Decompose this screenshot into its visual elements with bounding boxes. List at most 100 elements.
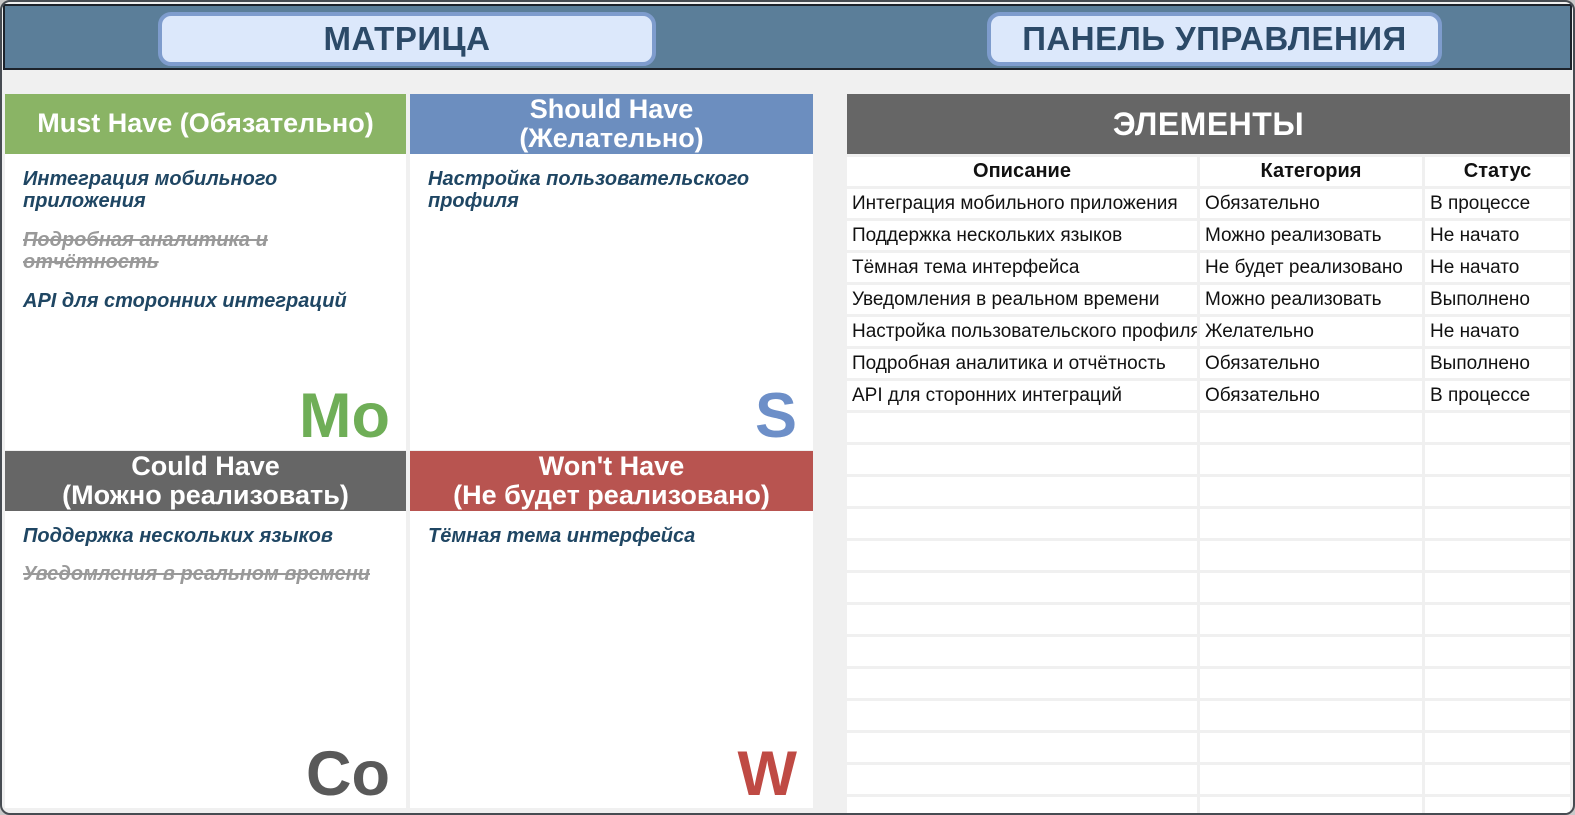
status-cell[interactable] xyxy=(1425,669,1570,698)
matrix-item[interactable]: Подробная аналитика и отчётность xyxy=(23,228,268,274)
category-cell[interactable] xyxy=(1200,733,1422,762)
elements-panel-title-label: ЭЛЕМЕНТЫ xyxy=(1112,105,1305,142)
quadrant-letter-co: Co xyxy=(306,739,390,808)
quadrant-title-line: Won't Have xyxy=(538,451,685,481)
status-cell[interactable] xyxy=(1425,445,1570,474)
quadrant-should-have-items: Настройка пользовательского профиля xyxy=(410,154,813,227)
category-cell[interactable] xyxy=(1200,477,1422,506)
description-cell[interactable]: API для сторонних интеграций xyxy=(847,381,1197,410)
column-header-description: Описание xyxy=(847,157,1197,186)
quadrant-must-have-header: Must Have (Обязательно) xyxy=(5,94,406,154)
status-cell[interactable]: Выполнено xyxy=(1425,349,1570,378)
description-cell[interactable]: Подробная аналитика и отчётность xyxy=(847,349,1197,378)
matrix-item[interactable]: Настройка пользовательского профиля xyxy=(428,168,750,213)
control-panel-title-label: ПАНЕЛЬ УПРАВЛЕНИЯ xyxy=(1022,20,1407,57)
quadrant-should-have-header: Should Have (Желательно) xyxy=(410,94,813,154)
quadrant-title-line: Could Have xyxy=(131,451,280,481)
status-cell[interactable] xyxy=(1425,509,1570,538)
description-cell[interactable] xyxy=(847,445,1197,474)
status-cell[interactable] xyxy=(1425,573,1570,602)
quadrant-title-line: Should Have xyxy=(529,94,694,124)
status-cell[interactable]: Не начато xyxy=(1425,317,1570,346)
status-cell[interactable]: Не начато xyxy=(1425,253,1570,282)
description-cell[interactable] xyxy=(847,477,1197,506)
quadrant-must-have: Must Have (Обязательно) Интеграция мобил… xyxy=(5,94,406,450)
description-cell[interactable] xyxy=(847,797,1197,813)
description-cell[interactable] xyxy=(847,733,1197,762)
status-cell[interactable] xyxy=(1425,413,1570,442)
category-cell[interactable] xyxy=(1200,605,1422,634)
description-cell[interactable]: Интеграция мобильного приложения xyxy=(847,189,1197,218)
column-header-category: Категория xyxy=(1200,157,1422,186)
status-cell[interactable]: В процессе xyxy=(1425,189,1570,218)
control-panel-title: ПАНЕЛЬ УПРАВЛЕНИЯ xyxy=(987,12,1442,66)
status-cell[interactable] xyxy=(1425,733,1570,762)
category-cell[interactable]: Можно реализовать xyxy=(1200,221,1422,250)
quadrant-should-have: Should Have (Желательно) Настройка польз… xyxy=(410,94,813,450)
category-cell[interactable] xyxy=(1200,541,1422,570)
category-cell[interactable]: Обязательно xyxy=(1200,189,1422,218)
column-header-status: Статус xyxy=(1425,157,1570,186)
quadrant-wont-have-header: Won't Have (Не будет реализовано) xyxy=(410,451,813,511)
status-cell[interactable]: Не начато xyxy=(1425,221,1570,250)
category-cell[interactable] xyxy=(1200,445,1422,474)
description-cell[interactable] xyxy=(847,509,1197,538)
matrix-item[interactable]: Поддержка нескольких языков xyxy=(23,525,333,547)
description-cell[interactable]: Поддержка нескольких языков xyxy=(847,221,1197,250)
quadrant-title-line: Must Have (Обязательно) xyxy=(37,108,374,139)
description-cell[interactable] xyxy=(847,669,1197,698)
status-cell[interactable]: В процессе xyxy=(1425,381,1570,410)
quadrant-could-have: Could Have (Можно реализовать) Поддержка… xyxy=(5,451,406,808)
description-cell[interactable] xyxy=(847,573,1197,602)
status-cell[interactable]: Выполнено xyxy=(1425,285,1570,314)
description-cell[interactable] xyxy=(847,541,1197,570)
quadrant-could-have-header: Could Have (Можно реализовать) xyxy=(5,451,406,511)
elements-panel-header: ЭЛЕМЕНТЫ xyxy=(847,94,1570,154)
status-cell[interactable] xyxy=(1425,797,1570,813)
category-cell[interactable]: Можно реализовать xyxy=(1200,285,1422,314)
description-cell[interactable] xyxy=(847,605,1197,634)
category-cell[interactable]: Обязательно xyxy=(1200,381,1422,410)
top-header-bar: МАТРИЦА ПАНЕЛЬ УПРАВЛЕНИЯ xyxy=(3,4,1572,70)
matrix-title: МАТРИЦА xyxy=(158,12,656,66)
quadrant-letter-mo: Mo xyxy=(299,381,390,450)
description-cell[interactable] xyxy=(847,413,1197,442)
category-cell[interactable]: Не будет реализовано xyxy=(1200,253,1422,282)
category-cell[interactable] xyxy=(1200,573,1422,602)
matrix-item[interactable]: API для сторонних интеграций xyxy=(23,289,347,312)
matrix-item[interactable]: Интеграция мобильного приложения xyxy=(23,168,278,213)
elements-table: Описание Категория Статус Интеграция моб… xyxy=(847,157,1570,813)
category-cell[interactable]: Желательно xyxy=(1200,317,1422,346)
status-cell[interactable] xyxy=(1425,477,1570,506)
description-cell[interactable] xyxy=(847,701,1197,730)
category-cell[interactable] xyxy=(1200,765,1422,794)
quadrant-must-have-items: Интеграция мобильного приложения Подробн… xyxy=(5,154,406,326)
category-cell[interactable]: Обязательно xyxy=(1200,349,1422,378)
category-cell[interactable] xyxy=(1200,669,1422,698)
category-cell[interactable] xyxy=(1200,637,1422,666)
description-cell[interactable]: Настройка пользовательского профиля xyxy=(847,317,1197,346)
category-cell[interactable] xyxy=(1200,413,1422,442)
status-cell[interactable] xyxy=(1425,605,1570,634)
quadrant-wont-have: Won't Have (Не будет реализовано) Тёмная… xyxy=(410,451,813,808)
description-cell[interactable] xyxy=(847,637,1197,666)
quadrant-letter-w: W xyxy=(737,739,797,808)
category-cell[interactable] xyxy=(1200,509,1422,538)
status-cell[interactable] xyxy=(1425,637,1570,666)
quadrant-wont-have-items: Тёмная тема интерфейса xyxy=(410,511,813,561)
matrix-item[interactable]: Тёмная тема интерфейса xyxy=(428,525,696,547)
status-cell[interactable] xyxy=(1425,541,1570,570)
category-cell[interactable] xyxy=(1200,797,1422,813)
quadrant-title-line: (Желательно) xyxy=(519,123,704,153)
description-cell[interactable]: Тёмная тема интерфейса xyxy=(847,253,1197,282)
category-cell[interactable] xyxy=(1200,701,1422,730)
description-cell[interactable]: Уведомления в реальном времени xyxy=(847,285,1197,314)
matrix-item[interactable]: Уведомления в реальном времени xyxy=(23,563,370,586)
quadrant-title-line: (Можно реализовать) xyxy=(62,480,349,510)
description-cell[interactable] xyxy=(847,765,1197,794)
status-cell[interactable] xyxy=(1425,701,1570,730)
quadrant-could-have-items: Поддержка нескольких языков Уведомления … xyxy=(5,511,406,600)
quadrant-letter-s: S xyxy=(754,381,797,450)
status-cell[interactable] xyxy=(1425,765,1570,794)
